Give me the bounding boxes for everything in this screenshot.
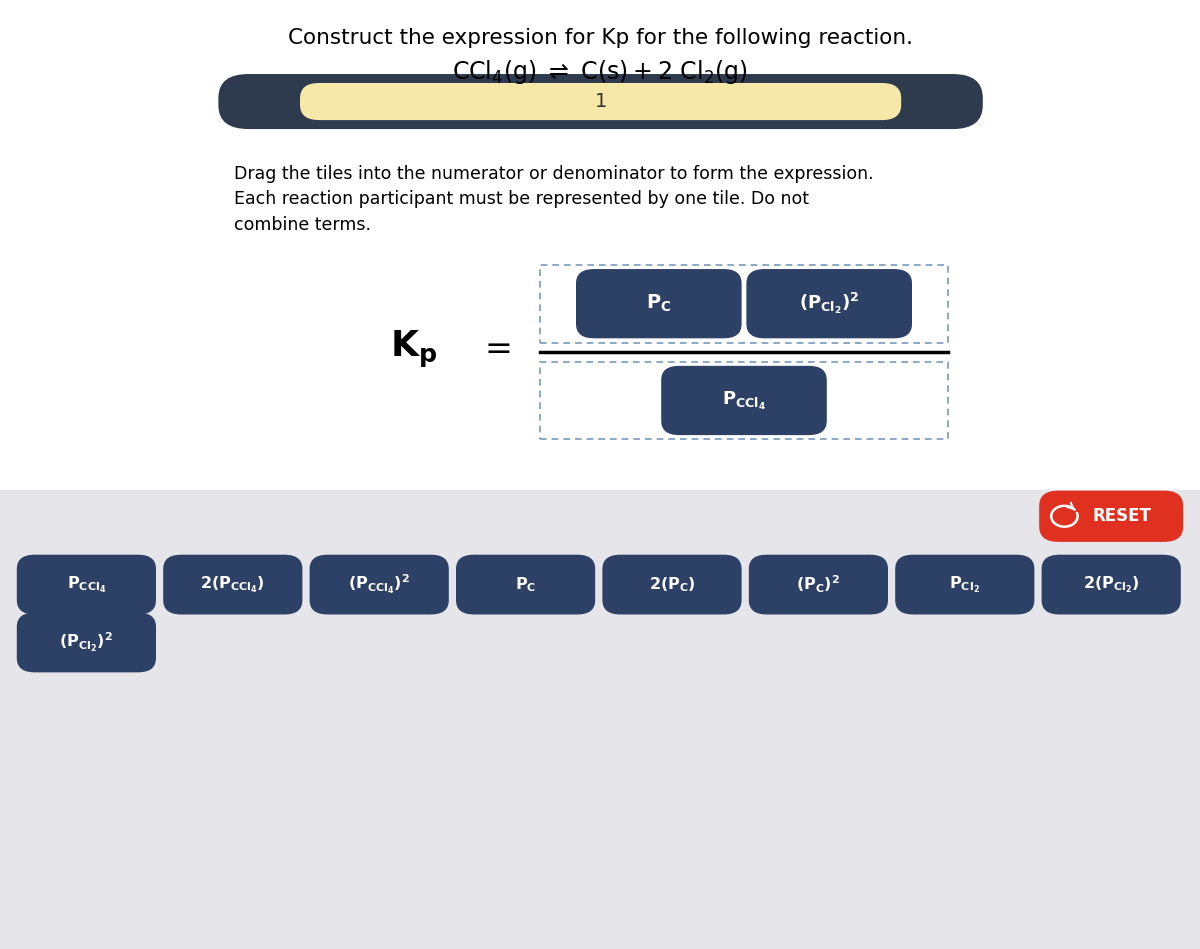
- Text: $\mathbf{P_{CCl_4}}$: $\mathbf{P_{CCl_4}}$: [722, 389, 766, 412]
- Text: $\mathbf{(P_{CCl_4})^2}$: $\mathbf{(P_{CCl_4})^2}$: [348, 573, 410, 596]
- Text: Drag the tiles into the numerator or denominator to form the expression.: Drag the tiles into the numerator or den…: [234, 165, 874, 182]
- Bar: [540, 362, 948, 439]
- FancyBboxPatch shape: [310, 554, 449, 615]
- Text: $\mathbf{P_C}$: $\mathbf{P_C}$: [646, 293, 672, 314]
- FancyBboxPatch shape: [456, 554, 595, 615]
- Text: $\mathbf{P_C}$: $\mathbf{P_C}$: [515, 575, 536, 594]
- Text: $\mathbf{(P_C)^2}$: $\mathbf{(P_C)^2}$: [797, 574, 840, 595]
- Text: combine terms.: combine terms.: [234, 216, 371, 233]
- FancyBboxPatch shape: [17, 554, 156, 615]
- Text: Each reaction participant must be represented by one tile. Do not: Each reaction participant must be repres…: [234, 191, 809, 208]
- FancyBboxPatch shape: [749, 554, 888, 615]
- Text: 1: 1: [594, 92, 607, 111]
- FancyBboxPatch shape: [218, 74, 983, 129]
- Text: RESET: RESET: [1092, 508, 1151, 525]
- FancyBboxPatch shape: [576, 269, 742, 339]
- Text: $\mathbf{(P_{Cl_2})^2}$: $\mathbf{(P_{Cl_2})^2}$: [799, 291, 859, 316]
- Text: $\mathbf{2(P_C)}$: $\mathbf{2(P_C)}$: [648, 575, 696, 594]
- Text: =: =: [484, 333, 512, 365]
- FancyBboxPatch shape: [1039, 491, 1183, 542]
- FancyBboxPatch shape: [602, 554, 742, 615]
- FancyBboxPatch shape: [661, 365, 827, 435]
- Text: $\mathbf{(P_{Cl_2})^2}$: $\mathbf{(P_{Cl_2})^2}$: [60, 631, 113, 654]
- Bar: [0, 490, 1200, 949]
- Text: $\mathbf{K_p}$: $\mathbf{K_p}$: [390, 328, 438, 370]
- FancyBboxPatch shape: [1042, 554, 1181, 615]
- Bar: [540, 265, 948, 343]
- FancyBboxPatch shape: [746, 269, 912, 339]
- FancyBboxPatch shape: [895, 554, 1034, 615]
- Bar: [0, 0, 1200, 490]
- Text: Construct the expression for Kp for the following reaction.: Construct the expression for Kp for the …: [288, 28, 912, 48]
- FancyBboxPatch shape: [163, 554, 302, 615]
- Text: $\mathbf{2(P_{CCl_4})}$: $\mathbf{2(P_{CCl_4})}$: [200, 574, 265, 595]
- Text: $\mathbf{2(P_{Cl_2})}$: $\mathbf{2(P_{Cl_2})}$: [1082, 574, 1140, 595]
- Text: $\mathbf{P_{CCl_4}}$: $\mathbf{P_{CCl_4}}$: [67, 574, 106, 595]
- FancyBboxPatch shape: [17, 613, 156, 673]
- Text: $\mathrm{CCl_4(g)}\ \rightleftharpoons\ \mathrm{C(s) + 2\ Cl_2(g)}$: $\mathrm{CCl_4(g)}\ \rightleftharpoons\ …: [452, 58, 748, 86]
- Text: $\mathbf{P_{Cl_2}}$: $\mathbf{P_{Cl_2}}$: [949, 574, 980, 595]
- FancyBboxPatch shape: [300, 83, 901, 121]
